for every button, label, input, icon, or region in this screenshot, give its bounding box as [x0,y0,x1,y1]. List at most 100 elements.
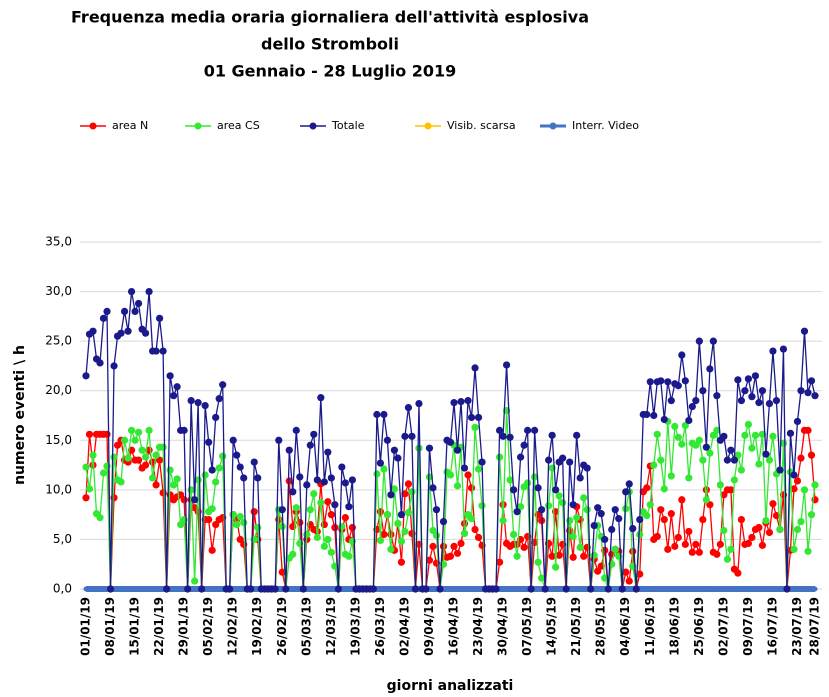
data-point [388,586,394,592]
data-point [545,502,553,510]
data-point [234,586,240,592]
data-point [152,347,160,355]
data-point [748,533,756,542]
data-point [777,586,783,592]
x-tick-label: 23/07/19 [790,597,804,656]
data-point [191,577,199,585]
data-point [714,586,720,592]
data-point [212,478,220,486]
data-point [229,436,237,444]
data-point [811,392,819,400]
data-point [159,443,167,451]
x-tick-label: 05/02/19 [201,597,215,656]
data-point [110,362,118,370]
data-point [348,523,356,532]
data-point [216,586,222,592]
data-point [404,403,413,412]
x-tick-label: 16/07/19 [765,597,779,656]
data-point [464,397,472,405]
data-point [748,393,756,401]
data-point [106,585,115,593]
data-point [334,585,342,593]
legend-label: Visib. scarsa [447,119,516,132]
data-point [163,585,171,593]
data-point [720,432,728,440]
data-point [807,511,816,519]
data-point [289,488,297,496]
data-point [397,558,406,566]
data-point [646,501,654,509]
data-point [766,586,772,592]
data-point [506,433,514,441]
data-point [148,474,157,482]
data-point [622,568,630,576]
y-axis-title: numero eventi \ h [12,345,28,485]
legend-marker [549,122,557,130]
data-point [728,586,734,592]
x-tick-label: 02/04/19 [397,597,411,656]
data-point [99,314,108,322]
data-point [341,479,349,487]
data-point [212,413,220,422]
data-point [636,516,644,524]
data-point [611,506,619,514]
data-point [643,512,651,520]
data-point [793,477,802,485]
data-point [751,431,760,439]
data-point [390,446,399,454]
data-point [338,522,346,531]
data-point [411,585,420,593]
data-point [376,508,385,516]
data-point [675,586,681,592]
data-point [146,586,152,592]
data-point [580,494,588,502]
data-point [96,359,104,367]
data-point [716,481,724,489]
legend-label: area N [112,119,148,132]
data-point [559,454,567,462]
legend-label: Totale [331,119,365,132]
data-point [693,586,699,592]
data-point [509,530,518,539]
y-tick-label: 20,0 [45,383,72,397]
data-point [744,420,753,429]
data-point [156,314,164,322]
data-point [773,586,779,592]
data-point [737,516,745,524]
legend-label: Interr. Video [572,119,639,132]
data-point [208,546,216,554]
data-point [208,466,216,474]
data-point [811,481,819,489]
data-point [129,586,135,592]
y-tick-label: 15,0 [45,433,72,447]
data-point [534,484,542,492]
data-point [303,530,311,539]
x-tick-label: 28/05/19 [594,597,608,656]
data-point [601,574,609,582]
data-point [170,392,178,400]
data-point [566,516,574,525]
data-point [527,585,535,593]
data-point [178,586,184,592]
data-point [632,585,640,593]
data-point [538,506,546,514]
data-point [587,585,595,593]
data-point [555,551,563,559]
data-point [646,378,654,386]
data-point [577,586,583,592]
data-point [391,586,397,592]
data-point [745,586,751,592]
data-point [699,456,707,464]
data-point [791,586,797,592]
data-point [131,307,139,315]
data-point [765,456,774,464]
data-point [625,577,633,585]
data-point [576,543,584,551]
data-point [446,552,455,560]
data-point [507,586,513,592]
data-point [384,586,390,592]
x-tick-label: 18/06/19 [667,597,681,656]
data-point [233,520,241,529]
legend-marker [89,122,97,130]
data-point [706,365,714,373]
